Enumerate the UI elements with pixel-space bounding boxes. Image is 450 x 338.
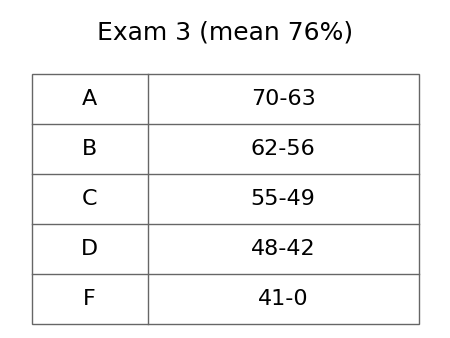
Text: C: C xyxy=(82,189,97,210)
Text: D: D xyxy=(81,239,98,260)
Text: 48-42: 48-42 xyxy=(251,239,315,260)
Text: F: F xyxy=(83,289,96,310)
Text: A: A xyxy=(82,89,97,110)
Text: B: B xyxy=(82,139,97,160)
Text: Exam 3 (mean 76%): Exam 3 (mean 76%) xyxy=(97,20,353,44)
Text: 55-49: 55-49 xyxy=(251,189,315,210)
Text: 70-63: 70-63 xyxy=(251,89,315,110)
Text: 41-0: 41-0 xyxy=(258,289,308,310)
Text: 62-56: 62-56 xyxy=(251,139,315,160)
Bar xyxy=(32,74,419,324)
